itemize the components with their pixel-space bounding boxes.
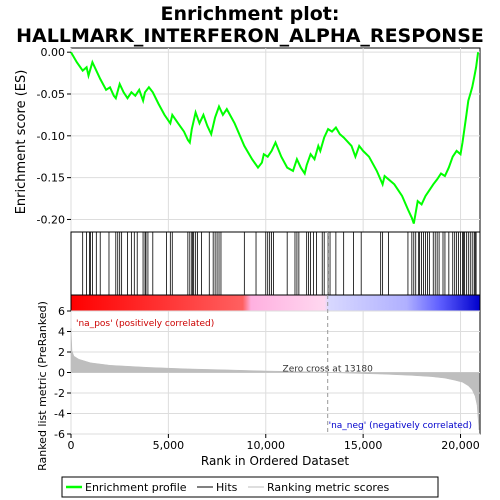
metric-tick-label: -4 [54, 408, 65, 421]
enrichment-profile-line [70, 51, 480, 224]
metric-tick-label: 2 [58, 346, 65, 359]
metric-y-ticks: 6 4 2 0 -2 -4 -6 [54, 305, 71, 441]
es-panel [70, 47, 481, 233]
es-tick-label: -0.15 [37, 172, 65, 185]
x-axis-label: Rank in Ordered Dataset [201, 454, 349, 468]
x-tick-label: 0 [68, 439, 75, 452]
es-y-ticks: 0.00 -0.05 -0.10 -0.15 -0.20 [37, 46, 71, 226]
metric-tick-label: 6 [58, 305, 65, 318]
metric-tick-label: -2 [54, 387, 65, 400]
rank-color-bar [70, 294, 481, 312]
x-tick-label: 10,000 [247, 439, 286, 452]
pos-label: 'na_pos' (positively correlated) [76, 319, 214, 329]
metric-tick-label: 4 [58, 326, 65, 339]
hit-marks [82, 232, 477, 295]
x-tick-label: 5,000 [153, 439, 185, 452]
ranking-metric-area [70, 328, 480, 430]
x-tick-label: 20,000 [441, 439, 480, 452]
es-tick-label: -0.20 [37, 213, 65, 226]
neg-label: 'na_neg' (negatively correlated) [329, 421, 472, 431]
chart-title-line1: Enrichment plot: [161, 3, 340, 25]
es-tick-label: -0.10 [37, 130, 65, 143]
x-tick-label: 15,000 [344, 439, 383, 452]
es-y-axis-label: Enrichment score (ES) [14, 70, 29, 215]
chart-title-line2: HALLMARK_INTERFERON_ALPHA_RESPONSE [16, 25, 484, 47]
es-grid [70, 48, 480, 232]
legend-label-enrichment: Enrichment profile [85, 481, 187, 494]
zero-cross-label: Zero cross at 13180 [283, 365, 374, 375]
metric-y-axis-label: Ranked list metric (PreRanked) [36, 301, 49, 471]
x-ticks: 0 5,000 10,000 15,000 20,000 [68, 434, 480, 452]
legend-label-hits: Hits [216, 481, 238, 494]
es-tick-label: -0.05 [37, 88, 65, 101]
es-tick-label: 0.00 [41, 46, 66, 59]
metric-tick-label: 0 [58, 367, 65, 380]
metric-tick-label: -6 [54, 428, 65, 441]
legend-label-metric: Ranking metric scores [267, 481, 389, 494]
